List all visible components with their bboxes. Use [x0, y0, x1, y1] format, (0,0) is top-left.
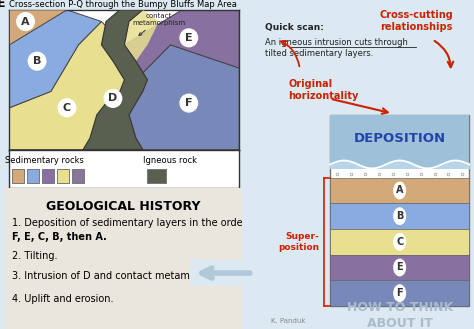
Bar	[72, 169, 84, 183]
Text: E: E	[396, 263, 403, 272]
Circle shape	[180, 29, 198, 47]
Text: C: C	[396, 237, 403, 247]
Text: 2. Tilting.: 2. Tilting.	[12, 251, 57, 261]
Text: A: A	[396, 186, 403, 195]
Circle shape	[180, 94, 198, 112]
Polygon shape	[9, 21, 136, 150]
Text: Sedimentary rocks: Sedimentary rocks	[5, 156, 83, 165]
Circle shape	[394, 259, 405, 276]
Text: Cross-section P-Q through the Bumpy Bluffs Map Area: Cross-section P-Q through the Bumpy Bluf…	[9, 0, 237, 9]
Text: GEOLOGICAL HISTORY: GEOLOGICAL HISTORY	[46, 200, 201, 213]
Polygon shape	[9, 10, 67, 45]
Circle shape	[394, 234, 405, 250]
Text: 3. Intrusion of D and contact metamorphism.: 3. Intrusion of D and contact metamorphi…	[12, 271, 232, 281]
Bar	[42, 169, 55, 183]
Text: Quick scan:: Quick scan:	[265, 23, 324, 32]
Bar	[330, 115, 469, 168]
Text: DEPOSITION: DEPOSITION	[354, 132, 446, 145]
Bar	[147, 169, 166, 183]
Circle shape	[394, 285, 405, 301]
Bar	[330, 255, 469, 280]
Text: Super-
position: Super- position	[278, 232, 319, 252]
Text: W: W	[244, 0, 258, 10]
Polygon shape	[101, 10, 159, 61]
Polygon shape	[9, 10, 101, 108]
Text: F, E, C, B, then A.: F, E, C, B, then A.	[12, 232, 107, 242]
Text: E: E	[185, 33, 192, 43]
Text: An igneous intrusion cuts through
tilted sedimentary layers.: An igneous intrusion cuts through tilted…	[265, 38, 408, 58]
Text: 4. Uplift and erosion.: 4. Uplift and erosion.	[12, 293, 113, 304]
Bar	[330, 229, 469, 255]
Text: 1. Deposition of sedimentary layers in the order: 1. Deposition of sedimentary layers in t…	[12, 217, 246, 228]
Bar	[12, 169, 25, 183]
Text: B: B	[396, 211, 403, 221]
Text: HOW TO THINK
ABOUT IT: HOW TO THINK ABOUT IT	[346, 301, 453, 329]
Circle shape	[58, 99, 76, 116]
Circle shape	[17, 13, 34, 30]
Polygon shape	[124, 10, 239, 80]
Text: E: E	[0, 0, 5, 10]
Text: Original
horizontality: Original horizontality	[288, 79, 358, 101]
Bar	[56, 169, 69, 183]
Bar	[330, 178, 469, 203]
Text: Cross-cutting
relationships: Cross-cutting relationships	[379, 10, 453, 32]
Text: contact
metamorphism: contact metamorphism	[132, 13, 185, 36]
Text: A: A	[21, 16, 30, 27]
Text: F: F	[396, 288, 403, 298]
Text: K. Panduk: K. Panduk	[271, 318, 305, 324]
Text: C: C	[63, 103, 71, 113]
Text: B: B	[33, 56, 41, 66]
Polygon shape	[83, 10, 147, 150]
Bar	[27, 169, 39, 183]
Circle shape	[28, 52, 46, 70]
Bar	[330, 280, 469, 306]
Circle shape	[394, 182, 405, 199]
Polygon shape	[9, 45, 239, 150]
Bar	[330, 203, 469, 229]
Text: F: F	[185, 98, 192, 108]
Circle shape	[104, 89, 122, 107]
Text: Igneous rock: Igneous rock	[144, 156, 197, 165]
Bar	[330, 115, 469, 306]
Text: D: D	[108, 93, 118, 103]
Circle shape	[394, 208, 405, 224]
